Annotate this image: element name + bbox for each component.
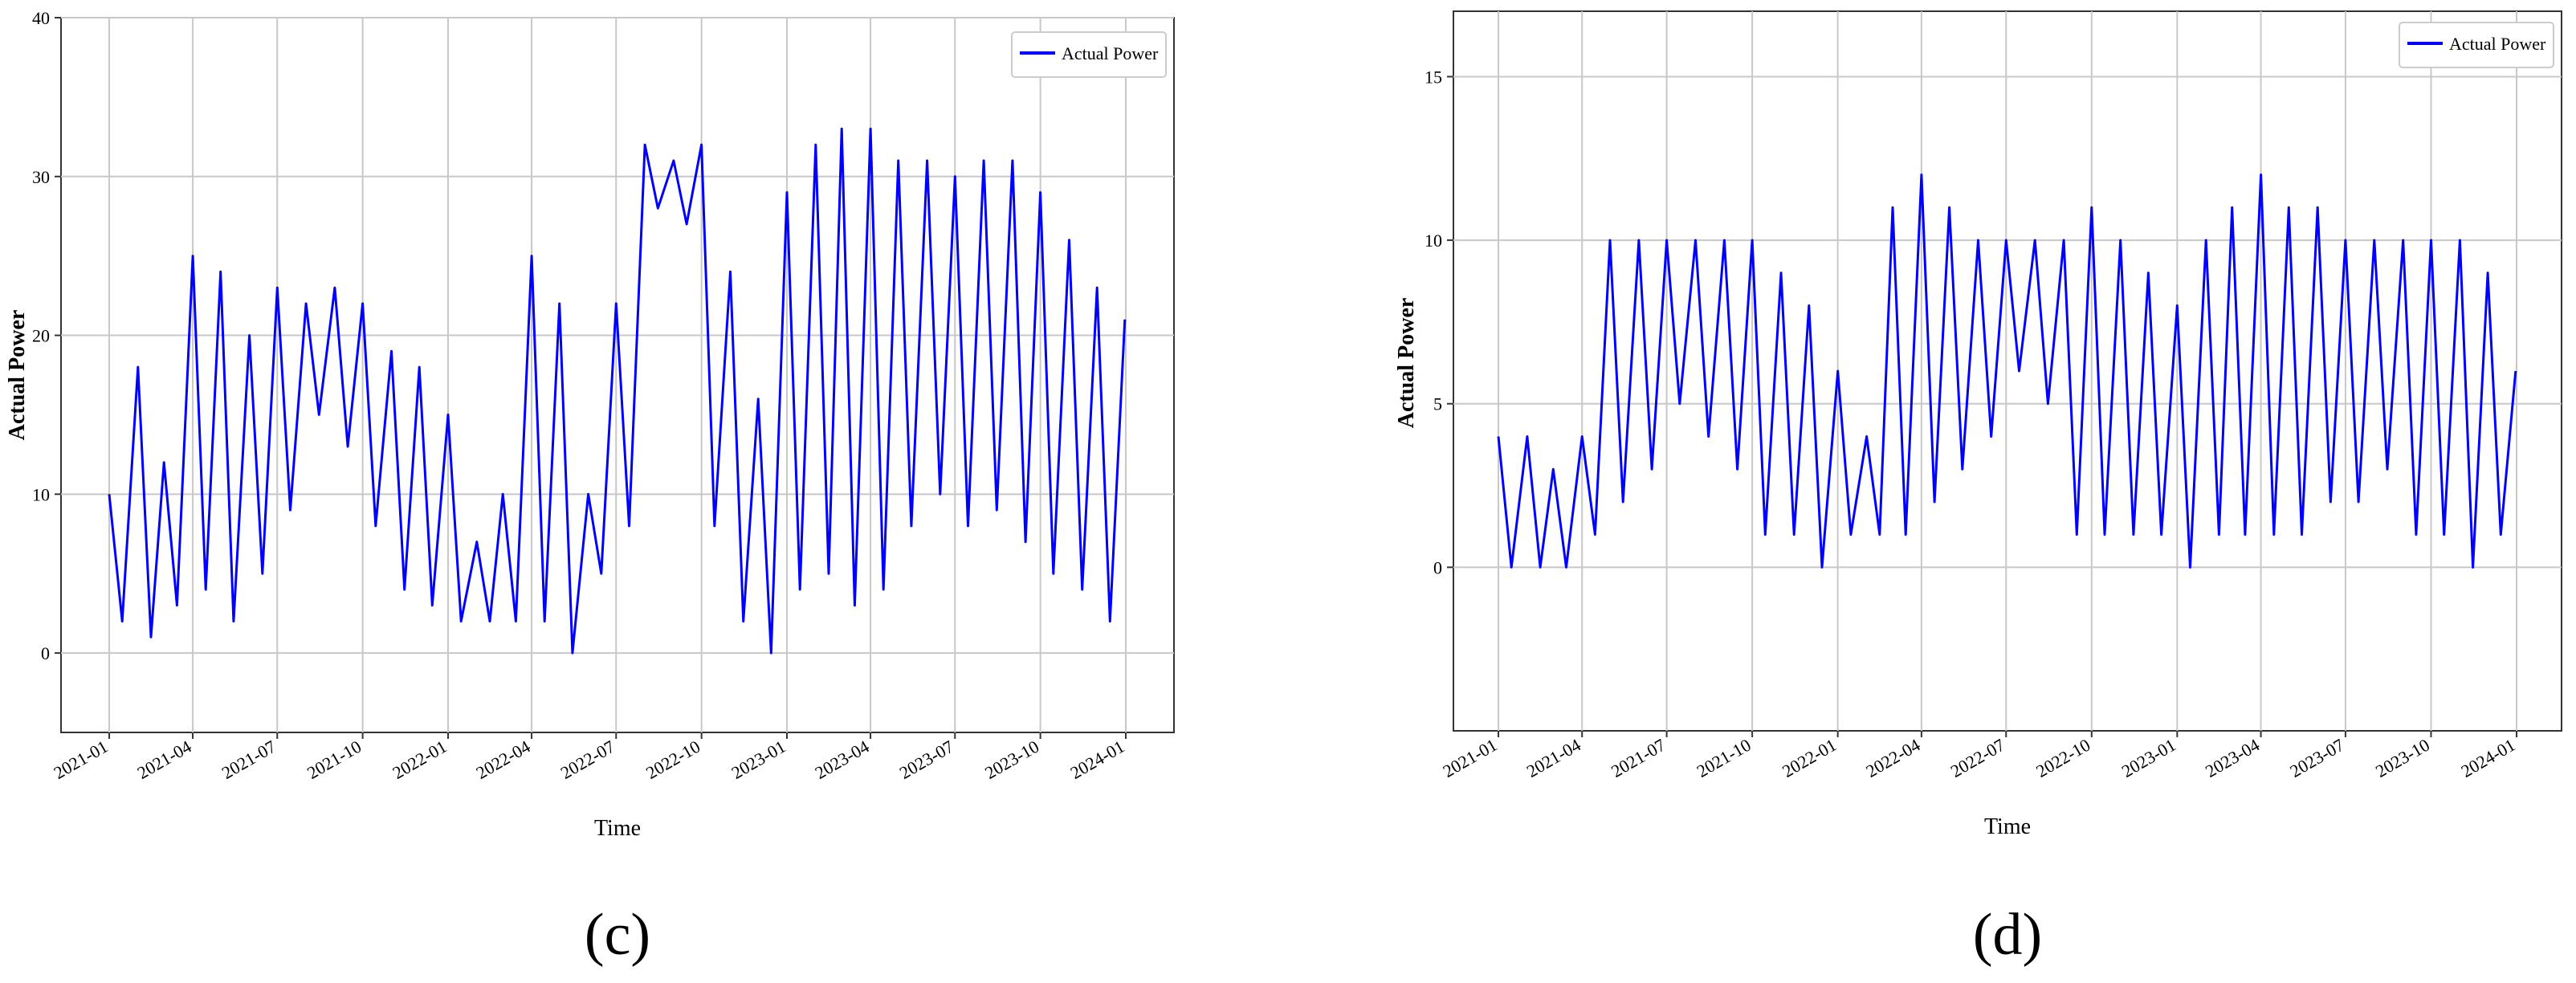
x-axis-label-d: Time (1984, 814, 2031, 839)
x-tick-label: 2022-04 (473, 736, 534, 783)
x-tick-label: 2021-07 (1608, 735, 1669, 781)
y-tick-label: 5 (1433, 394, 1442, 414)
y-tick-label: 40 (32, 8, 50, 28)
x-tick-label: 2021-01 (1439, 735, 1500, 781)
x-tick-label: 2021-10 (1694, 735, 1755, 781)
series-line-c (108, 127, 1127, 655)
x-tick-label: 2023-01 (728, 736, 789, 783)
x-tick-label: 2022-10 (2032, 735, 2093, 781)
grid-lines-d (1447, 11, 2562, 737)
series-line-actual-power (1497, 173, 2517, 569)
legend-box-d (2399, 22, 2554, 68)
x-tick-label: 2024-01 (1066, 736, 1127, 783)
x-tick-labels-c: 2021-01 2021-04 2021-07 2021-10 2022-01 2022-… (50, 736, 1127, 783)
x-tick-label: 2021-04 (134, 736, 195, 783)
x-tick-label: 2022-01 (389, 736, 450, 783)
x-tick-label: 2022-10 (642, 736, 703, 783)
chart-panel-d: 0 5 10 15 2021-01 2021-04 2021-07 2021-10 2022-… (1394, 10, 2562, 968)
x-tick-labels-d: 2021-01 2021-04 2021-07 2021-10 2022-01 2022-… (1439, 735, 2518, 781)
y-tick-labels-c: 0 10 20 30 40 (32, 8, 50, 663)
plot-frame-c (60, 17, 1175, 733)
y-tick-labels-d: 0 5 10 15 (1425, 67, 1442, 577)
x-tick-label: 2022-07 (1947, 735, 2008, 781)
series-line-d (1497, 173, 2517, 569)
x-tick-label: 2021-10 (304, 736, 365, 783)
x-tick-label: 2023-10 (2372, 735, 2433, 781)
legend-label-c: Actual Power (1062, 43, 1159, 63)
x-tick-label: 2021-01 (50, 736, 111, 783)
legend-c: Actual Power (1011, 31, 1167, 78)
y-tick-label: 10 (1425, 230, 1442, 251)
x-tick-label: 2021-07 (218, 736, 279, 783)
y-tick-label: 20 (32, 326, 50, 346)
x-tick-label: 2024-01 (2457, 735, 2518, 781)
legend-d: Actual Power (2399, 22, 2554, 68)
grid-lines-c (55, 17, 1174, 739)
x-tick-label: 2022-04 (1862, 735, 1923, 781)
y-tick-label: 0 (41, 643, 50, 663)
y-tick-label: 15 (1425, 67, 1442, 87)
x-tick-label: 2022-01 (1779, 735, 1840, 781)
x-tick-label: 2023-07 (896, 736, 957, 783)
x-axis-label-c: Time (594, 816, 641, 841)
y-axis-label-c: Actual Power (5, 310, 30, 441)
legend-label-d: Actual Power (2449, 34, 2546, 54)
y-tick-label: 10 (32, 484, 50, 504)
y-tick-label: 0 (1433, 557, 1442, 577)
x-tick-label: 2021-04 (1523, 735, 1584, 781)
x-tick-label: 2023-04 (2202, 735, 2263, 781)
legend-box-c (1011, 31, 1167, 78)
x-tick-label: 2022-07 (557, 736, 618, 783)
panel-caption-c: (c) (585, 902, 650, 968)
x-tick-label: 2023-10 (981, 736, 1042, 783)
plot-frame-d (1453, 10, 2562, 732)
y-axis-label-d: Actual Power (1394, 298, 1419, 429)
series-line-actual-power (108, 127, 1127, 655)
panel-caption-d: (d) (1973, 902, 2042, 968)
x-tick-label: 2023-04 (812, 736, 873, 783)
y-tick-label: 30 (32, 167, 50, 187)
x-tick-label: 2023-07 (2286, 735, 2347, 781)
x-tick-label: 2023-01 (2118, 735, 2179, 781)
